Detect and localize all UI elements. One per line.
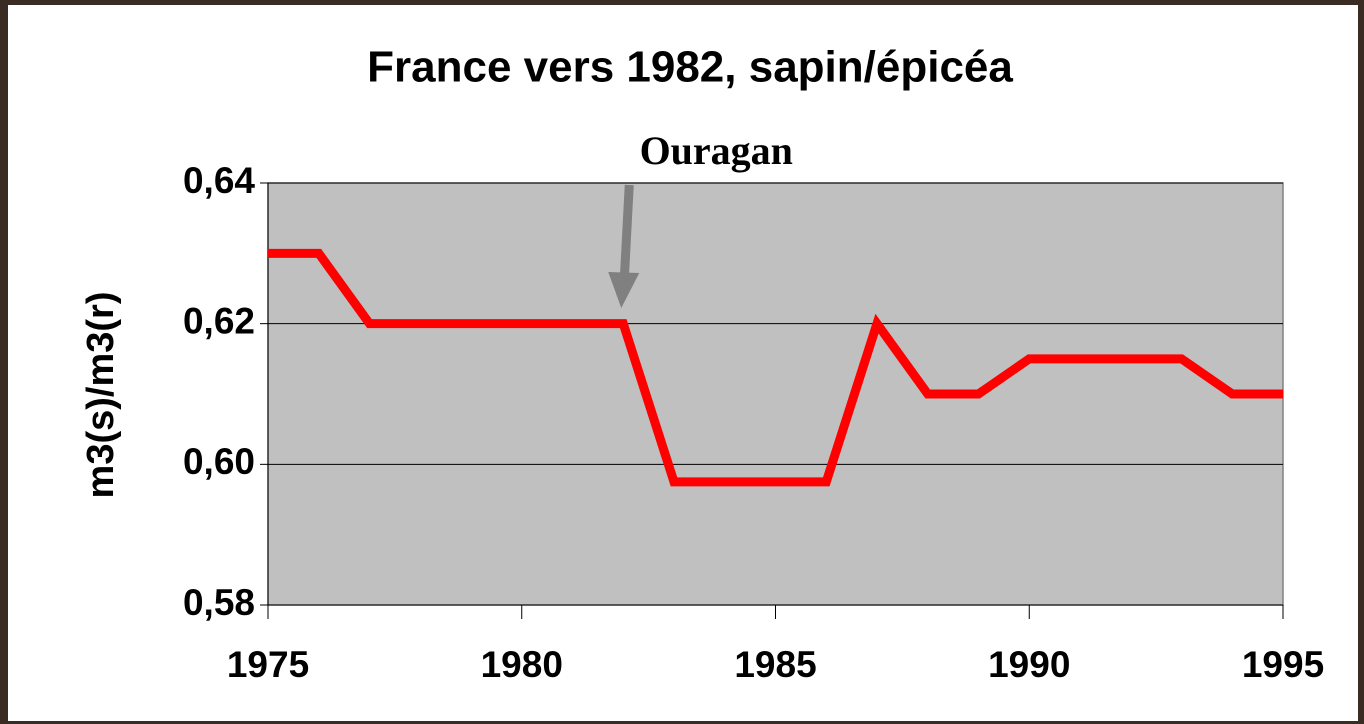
x-tick-label: 1985 (734, 644, 816, 685)
annotation-arrow (624, 185, 629, 280)
y-tick-label: 0,62 (183, 300, 255, 341)
plot-area (268, 183, 1283, 605)
x-tick-label: 1980 (481, 644, 563, 685)
x-tick-label: 1995 (1242, 644, 1324, 685)
chart-title: France vers 1982, sapin/épicéa (367, 43, 1013, 92)
annotation-text: Ouragan (640, 128, 793, 173)
y-tick-label: 0,60 (183, 441, 255, 482)
x-tick-label: 1975 (227, 644, 309, 685)
y-axis-label: m3(s)/m3(r) (80, 292, 122, 499)
y-tick-label: 0,58 (183, 582, 255, 623)
page: {"chart_data": {"type": "line", "title":… (0, 0, 1364, 724)
x-tick-label: 1990 (988, 644, 1070, 685)
y-tick-label: 0,64 (183, 160, 255, 201)
chart: France vers 1982, sapin/épicéa m3(s)/m3(… (0, 0, 1364, 724)
